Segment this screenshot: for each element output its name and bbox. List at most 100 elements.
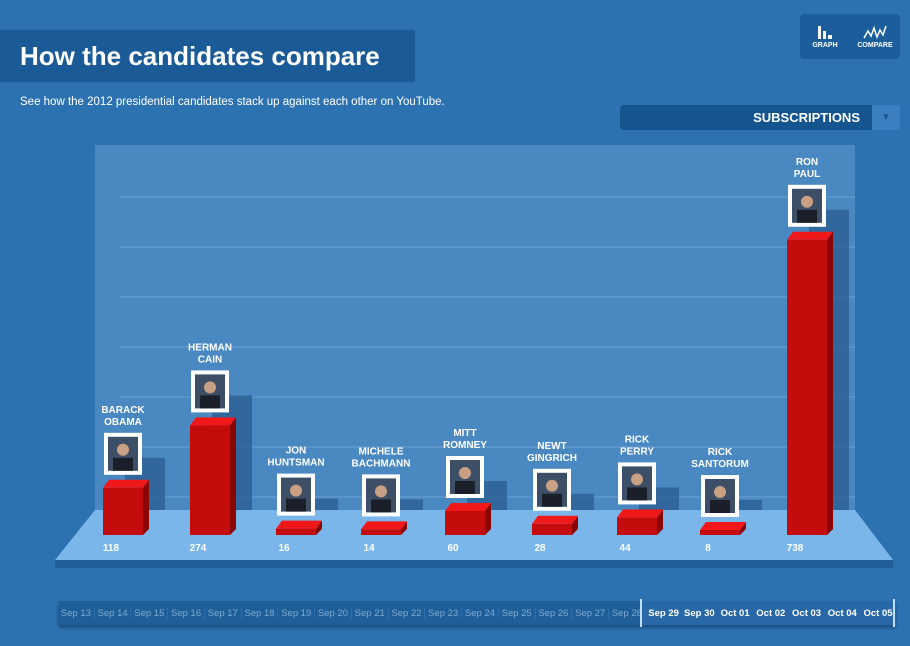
candidate-name: PERRY (620, 446, 654, 457)
graph-mode-label: GRAPH (812, 41, 838, 49)
timeline-day[interactable]: Sep 30 (684, 607, 715, 619)
graph-mode-button[interactable]: GRAPH (800, 14, 850, 59)
timeline-day[interactable]: Sep 26 (536, 607, 573, 619)
candidate-name: GINGRICH (527, 453, 577, 464)
candidate-name: BARACK (101, 405, 145, 416)
metric-dropdown-value: SUBSCRIPTIONS (753, 110, 860, 125)
date-range-timeline[interactable]: Sep 13 Sep 14 Sep 15 Sep 16 Sep 17 Sep 18 Sep … (58, 599, 898, 627)
candidate-name: RON (796, 157, 818, 168)
bar-top (361, 521, 407, 530)
candidate-name: HERMAN (188, 342, 232, 353)
range-end-handle[interactable] (893, 599, 898, 627)
bar-side (230, 417, 236, 535)
view-mode-switch: GRAPH COMPARE (800, 14, 900, 59)
timeline-day[interactable]: Sep 27 (572, 607, 610, 619)
bar-side (316, 520, 322, 535)
bar-shadow (298, 498, 338, 510)
timeline-day[interactable]: Sep 21 (352, 607, 389, 619)
timeline-day[interactable]: Sep 29 (648, 607, 679, 619)
value-label: 14 (363, 543, 375, 554)
candidate-name: JON (286, 446, 307, 457)
timeline-day[interactable]: Oct 03 (792, 607, 822, 619)
bar[interactable] (103, 487, 143, 535)
candidate-name: BACHMANN (352, 458, 411, 469)
title-banner: How the candidates compare (0, 30, 415, 82)
value-label: 60 (447, 543, 459, 554)
candidate-photo (191, 370, 229, 413)
value-label: 44 (619, 543, 631, 554)
bar[interactable] (276, 528, 316, 535)
timeline-day[interactable]: Sep 24 (462, 607, 499, 619)
candidate-name: RICK (708, 447, 733, 458)
timeline-day[interactable]: Sep 22 (389, 607, 426, 619)
candidate-name: HUNTSMAN (267, 458, 324, 469)
candidate-name: OBAMA (104, 417, 142, 428)
candidate-photo (533, 468, 571, 511)
metric-dropdown[interactable]: SUBSCRIPTIONS ▼ (620, 105, 900, 130)
candidate-photo (104, 432, 142, 475)
timeline-day[interactable]: Sep 14 (95, 607, 132, 619)
bar[interactable] (700, 530, 740, 535)
candidate-name: NEWT (537, 441, 566, 452)
candidate-name: MICHELE (359, 446, 404, 457)
selected-range (640, 601, 896, 625)
candidate-photo (618, 462, 656, 505)
value-label: 274 (190, 543, 207, 554)
bar-side (572, 515, 578, 535)
timeline-day[interactable]: Sep 25 (499, 607, 536, 619)
value-label: 738 (787, 543, 804, 554)
bar[interactable] (445, 511, 485, 535)
timeline-day[interactable]: Sep 20 (315, 607, 352, 619)
value-label: 8 (705, 543, 711, 554)
timeline-day[interactable]: Sep 19 (278, 607, 316, 619)
chevron-down-icon[interactable]: ▼ (872, 105, 900, 130)
candidate-photo (277, 473, 315, 516)
timeline-day[interactable]: Sep 18 (242, 607, 279, 619)
timeline-day[interactable]: Oct 04 (827, 607, 857, 619)
bar-side (143, 479, 149, 535)
chart-floor-edge (55, 560, 893, 568)
candidate-name: CAIN (198, 354, 222, 365)
bar[interactable] (190, 425, 230, 535)
bar-graph-icon (818, 25, 832, 39)
candidate-name: ROMNEY (443, 440, 487, 451)
timeline-day[interactable]: Sep 17 (205, 607, 242, 619)
timeline-day[interactable]: Oct 05 (863, 607, 893, 619)
bar-top (103, 479, 149, 488)
bar-side (401, 521, 407, 535)
timeline-day[interactable]: Oct 01 (720, 607, 750, 619)
candidate-photo (788, 184, 826, 227)
candidate-name: PAUL (794, 169, 820, 180)
timeline-day[interactable]: Sep 15 (131, 607, 169, 619)
bar-top (445, 503, 491, 511)
candidate-name: RICK (625, 434, 650, 445)
bar-shadow (722, 500, 762, 510)
value-label: 28 (534, 543, 546, 554)
timeline-day[interactable]: Oct 02 (756, 607, 786, 619)
page-title: How the candidates compare (20, 41, 380, 71)
bar-side (657, 509, 663, 535)
bar-side (827, 231, 833, 536)
bar-top (617, 509, 663, 518)
range-start-handle[interactable] (639, 599, 645, 627)
compare-mode-button[interactable]: COMPARE (850, 14, 900, 59)
timeline-day[interactable]: Sep 28 (609, 607, 646, 619)
bar-top (787, 231, 833, 240)
bar[interactable] (617, 517, 657, 535)
timeline-day[interactable]: Sep 16 (168, 607, 205, 619)
line-compare-icon (863, 25, 887, 39)
bar[interactable] (787, 239, 827, 536)
bar-top (700, 522, 746, 530)
timeline-day[interactable]: Sep 13 (58, 607, 95, 619)
bar[interactable] (361, 529, 401, 535)
bar-side (485, 503, 491, 535)
candidate-name: SANTORUM (691, 459, 749, 470)
timeline-day[interactable]: Sep 23 (425, 607, 463, 619)
value-label: 16 (278, 543, 290, 554)
candidate-name: MITT (453, 428, 476, 439)
bar[interactable] (532, 523, 572, 535)
candidate-photo (446, 456, 484, 498)
bar-shadow (383, 499, 423, 510)
bar-side (740, 522, 746, 535)
